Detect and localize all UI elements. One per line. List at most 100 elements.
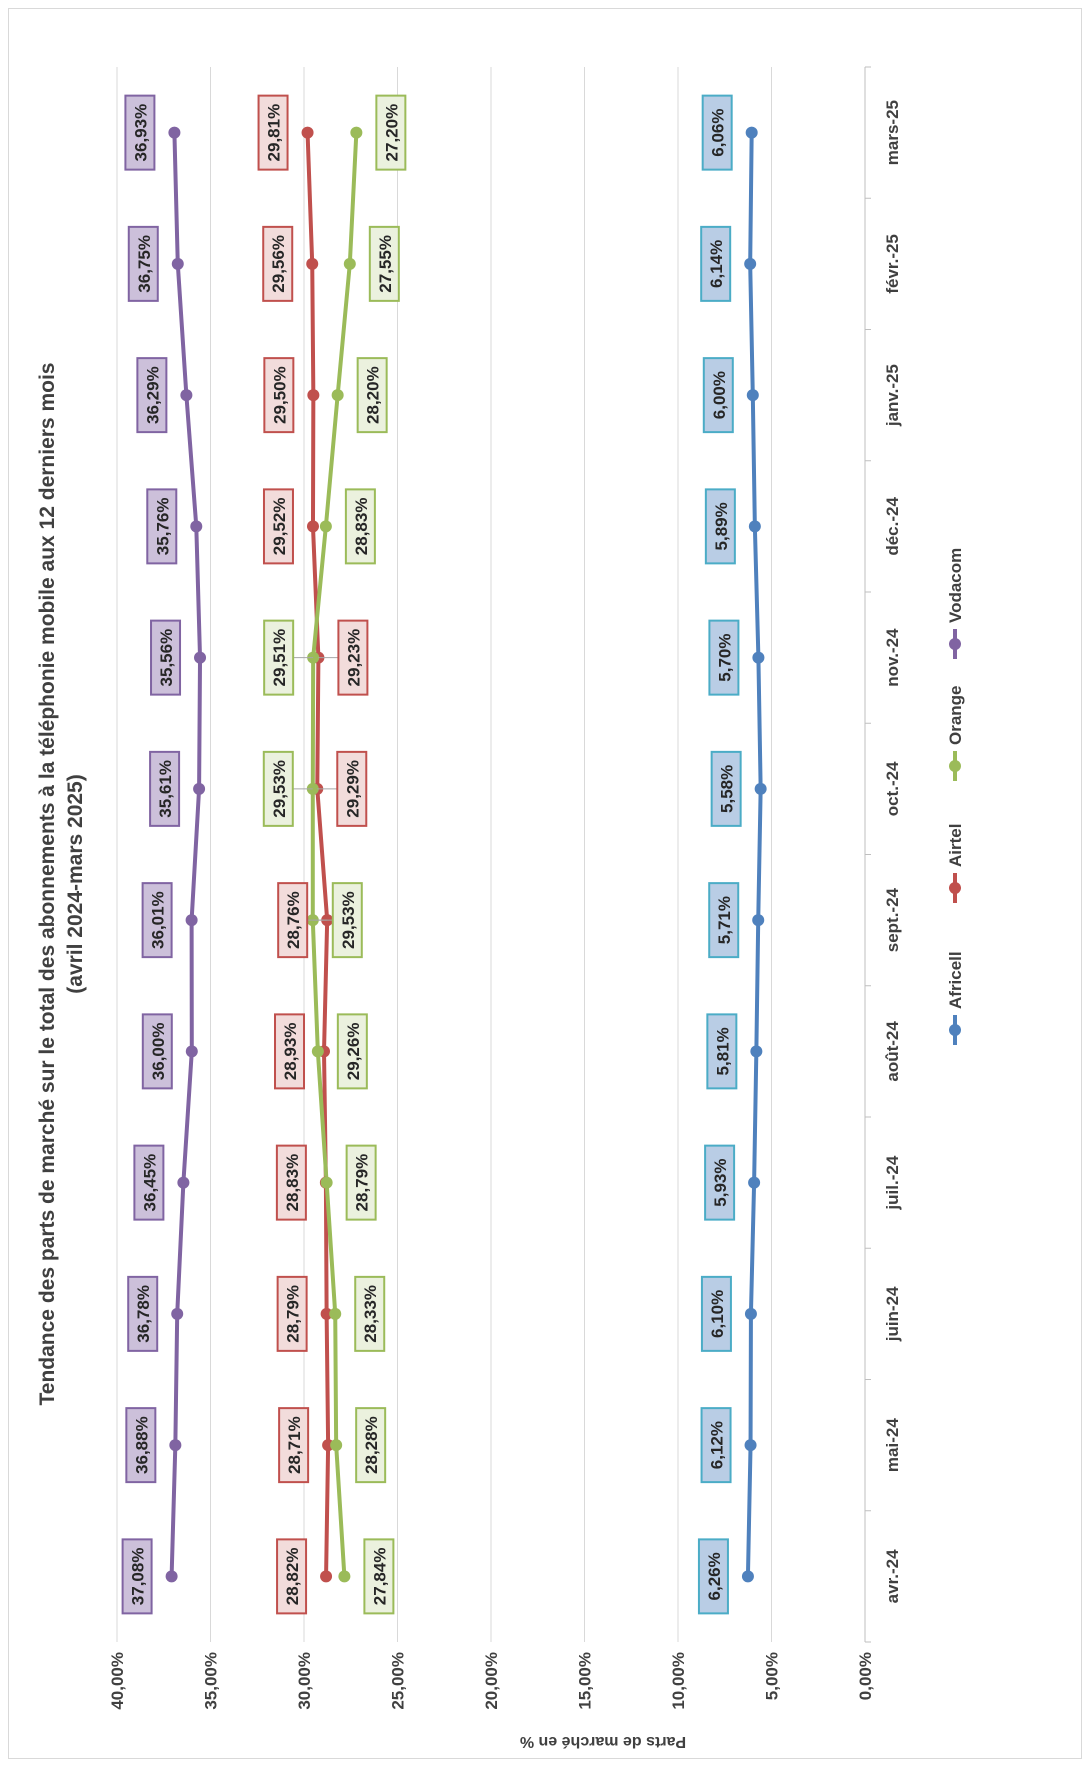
data-label-box-orange: [344, 488, 376, 565]
data-label-airtel: 29,56%: [269, 235, 288, 293]
legend: Africell Airtel Orange Vodacom: [946, 548, 965, 1045]
data-point-orange: [338, 1570, 351, 1583]
data-point-vodacom: [171, 257, 184, 270]
data-label-vodacom: 36,78%: [134, 1285, 153, 1343]
data-label-orange: 28,33%: [361, 1285, 380, 1343]
data-label-vodacom: 36,75%: [135, 235, 154, 293]
data-label-orange: 29,53%: [339, 891, 358, 949]
data-label-africell: 6,06%: [709, 109, 728, 157]
data-label-orange: 29,53%: [270, 760, 289, 818]
data-label-orange: 27,84%: [370, 1548, 389, 1606]
x-tick-label: oct.-24: [883, 761, 902, 816]
data-label-box-vodacom: [127, 1275, 159, 1352]
data-label-vodacom: 37,08%: [129, 1548, 148, 1606]
data-point-orange: [330, 1439, 343, 1452]
data-label-box-airtel: [274, 1013, 306, 1090]
data-point-vodacom: [168, 126, 181, 139]
data-label-box-orange: [336, 1013, 368, 1090]
data-point-africell: [746, 389, 759, 402]
data-label-africell: 5,71%: [715, 896, 734, 944]
data-point-africell: [744, 1439, 757, 1452]
y-tick-label: 5,00%: [763, 1652, 782, 1700]
data-label-box-airtel: [262, 225, 294, 302]
legend-marker-vodacom: [949, 638, 961, 650]
data-label-box-orange: [355, 1407, 387, 1484]
data-label-airtel: 28,76%: [284, 891, 303, 949]
data-point-vodacom: [169, 1439, 182, 1452]
data-label-airtel: 29,29%: [343, 760, 362, 818]
data-label-vodacom: 36,01%: [149, 891, 168, 949]
x-tick-label: juin-24: [883, 1286, 902, 1342]
data-point-vodacom: [180, 389, 193, 402]
data-label-vodacom: 36,29%: [143, 366, 162, 424]
data-label-box-airtel: [262, 488, 294, 565]
data-label-box-airtel: [263, 357, 295, 434]
data-label-box-orange: [263, 619, 295, 696]
data-label-box-africell: [700, 225, 732, 302]
data-label-box-airtel: [277, 882, 309, 959]
data-label-box-vodacom: [121, 1538, 153, 1615]
series-line-orange: [310, 132, 359, 1577]
x-tick-label: mai-24: [883, 1418, 902, 1472]
data-label-box-orange: [363, 1538, 395, 1615]
data-label-box-africell: [708, 619, 740, 696]
data-label-box-africell: [704, 488, 736, 565]
data-point-africell: [752, 914, 765, 927]
data-label-box-vodacom: [133, 1144, 165, 1221]
data-label-vodacom: 36,45%: [140, 1154, 159, 1212]
legend-marker-airtel: [949, 882, 961, 894]
data-label-airtel: 28,83%: [283, 1154, 302, 1212]
data-label-box-vodacom: [125, 1407, 157, 1484]
data-label-africell: 5,70%: [715, 634, 734, 682]
data-label-africell: 5,89%: [712, 502, 731, 550]
y-tick-label: 10,00%: [669, 1652, 688, 1710]
series-lines: [165, 126, 767, 1583]
y-tick-label: 35,00%: [202, 1652, 221, 1710]
data-label-box-africell: [700, 1275, 732, 1352]
data-label-airtel: 28,82%: [283, 1548, 302, 1606]
data-point-africell: [744, 257, 757, 270]
data-point-orange: [311, 1045, 324, 1058]
data-label-airtel: 28,71%: [285, 1416, 304, 1474]
x-tick-label: janv.-25: [883, 364, 902, 427]
data-label-africell: 6,00%: [710, 371, 729, 419]
x-tick-label: févr.-25: [883, 234, 902, 294]
data-label-box-africell: [708, 882, 740, 959]
data-point-africell: [748, 1176, 761, 1189]
data-label-airtel: 28,93%: [281, 1023, 300, 1081]
data-label-box-africell: [700, 1407, 732, 1484]
data-label-africell: 6,12%: [708, 1421, 727, 1469]
data-label-orange: 27,20%: [382, 104, 401, 162]
data-label-box-africell: [701, 94, 733, 171]
data-label-box-orange: [368, 225, 400, 302]
legend-label-airtel: Airtel: [946, 824, 965, 867]
data-point-orange: [329, 1307, 342, 1320]
data-label-box-orange: [345, 1144, 377, 1221]
data-label-vodacom: 36,93%: [131, 104, 150, 162]
x-tick-label: sept.-24: [883, 887, 902, 952]
data-label-box-vodacom: [124, 94, 156, 171]
data-label-box-airtel: [337, 619, 369, 696]
series-line-vodacom: [169, 132, 203, 1577]
data-point-orange: [320, 1176, 333, 1189]
y-tick-label: 15,00%: [576, 1652, 595, 1710]
data-point-africell: [745, 126, 758, 139]
data-point-vodacom: [185, 914, 198, 927]
data-label-box-orange: [262, 750, 294, 827]
data-point-africell: [752, 651, 765, 664]
data-label-vodacom: 35,56%: [157, 629, 176, 687]
chart-title: Tendance des parts de marché sur le tota…: [36, 363, 59, 1406]
data-label-box-airtel: [276, 1275, 308, 1352]
y-tick-label: 25,00%: [389, 1652, 408, 1710]
data-label-box-orange: [375, 94, 407, 171]
data-label-africell: 6,14%: [707, 240, 726, 288]
data-label-africell: 5,81%: [713, 1027, 732, 1075]
data-point-africell: [741, 1570, 754, 1583]
data-label-orange: 29,26%: [344, 1023, 363, 1081]
y-axis-label: Parts de marché en %: [520, 1733, 686, 1750]
data-label-box-africell: [704, 1144, 736, 1221]
data-point-vodacom: [190, 520, 203, 533]
legend-label-vodacom: Vodacom: [946, 548, 965, 623]
data-label-orange: 28,83%: [352, 498, 371, 556]
